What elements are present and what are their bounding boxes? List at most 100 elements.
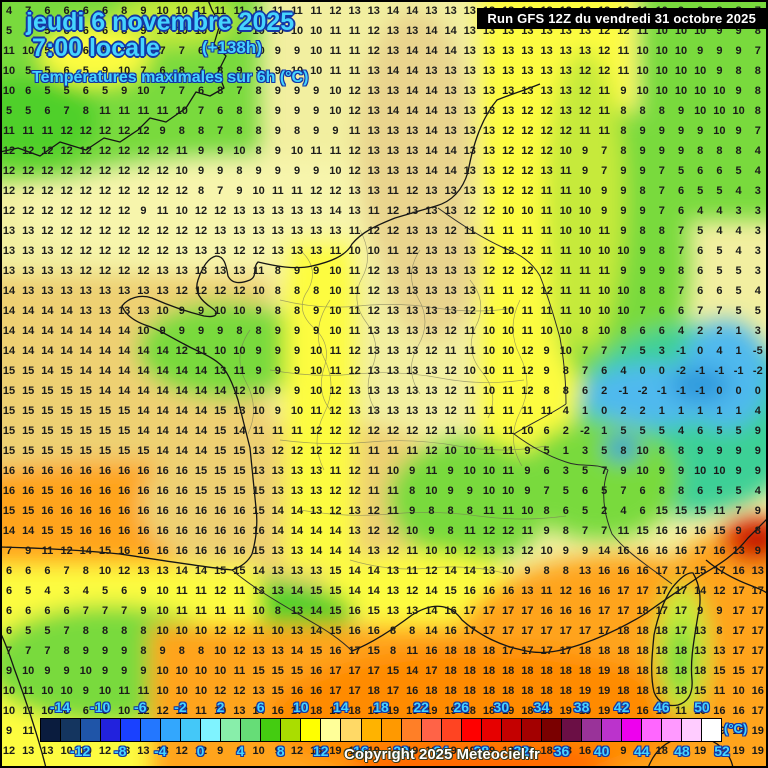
grid-value: 7 [601,165,607,177]
grid-value: 13 [214,365,226,377]
grid-value: 14 [195,365,208,377]
grid-value: 5 [697,185,703,197]
grid-value: 6 [697,245,703,257]
grid-value: 13 [425,265,437,277]
grid-value: 11 [483,225,495,237]
grid-value: 12 [310,185,322,197]
grid-value: 11 [272,185,284,197]
grid-value: 16 [99,505,111,517]
grid-value: 10 [636,45,648,57]
grid-value: 11 [406,445,418,457]
grid-value: 13 [540,65,552,77]
grid-value: 13 [291,605,303,617]
grid-value: 16 [233,525,245,537]
grid-value: 13 [444,285,456,297]
grid-value: 6 [198,85,204,97]
grid-value: 13 [214,245,226,257]
grid-value: 13 [368,325,380,337]
grid-value: 10 [156,685,168,697]
grid-value: 15 [310,645,322,657]
grid-value: 7 [25,645,31,657]
grid-value: 13 [348,505,360,517]
grid-value: 13 [483,185,495,197]
grid-value: 14 [176,445,189,457]
grid-value: 9 [275,365,281,377]
grid-value: 9 [275,345,281,357]
grid-value: 11 [560,285,572,297]
grid-value: 16 [252,525,264,537]
grid-value: 13 [540,45,552,57]
grid-value: 13 [387,385,399,397]
grid-value: 19 [387,705,399,717]
grid-value: 16 [195,545,207,557]
grid-value: 6 [25,565,31,577]
grid-value: 13 [214,265,226,277]
grid-value: 10 [579,225,591,237]
grid-value: 9 [121,665,127,677]
grid-value: 11 [138,105,150,117]
grid-value: 12 [368,265,380,277]
grid-value: 13 [560,65,572,77]
grid-value: 4 [755,285,762,297]
grid-value: 8 [544,505,550,517]
grid-value: 16 [713,705,725,717]
grid-value: 11 [330,25,342,37]
grid-value: 10 [521,505,533,517]
grid-value: 13 [387,85,399,97]
grid-value: 4 [755,405,762,417]
grid-value: 9 [140,605,146,617]
colorbar-label: 24 [433,743,449,759]
grid-value: 9 [524,465,530,477]
grid-value: 13 [425,185,437,197]
colorbar-cell [201,719,222,741]
grid-value: 19 [444,745,456,757]
grid-value: 16 [156,465,168,477]
grid-value: 9 [620,185,626,197]
grid-value: 9 [236,745,242,757]
grid-value: 11 [406,565,418,577]
grid-value: 8 [678,265,684,277]
grid-value: 12 [137,705,149,717]
grid-value: 7 [64,565,70,577]
grid-value: 10 [252,25,264,37]
grid-value: 13 [406,305,418,317]
grid-value: 13 [483,65,495,77]
grid-value: 13 [425,245,437,257]
grid-value: 13 [252,685,264,697]
grid-value: 12 [329,505,341,517]
grid-value: 8 [236,125,242,137]
grid-value: 12 [99,125,111,137]
grid-value: 8 [544,385,550,397]
grid-value: 9 [275,325,281,337]
grid-value: 5 [755,305,761,317]
grid-value: 11 [387,245,399,257]
grid-value: 13 [579,565,591,577]
grid-value: 16 [483,585,495,597]
grid-value: 11 [445,345,457,357]
grid-value: 4 [678,425,685,437]
grid-value: 8 [64,645,70,657]
grid-value: 13 [80,305,92,317]
grid-value: 11 [502,405,514,417]
colorbar-label: 32 [513,743,530,759]
grid-value: 12 [348,345,360,357]
grid-value: 16 [444,605,456,617]
grid-value: 9 [313,165,319,177]
grid-value: 8 [755,525,761,537]
copyright: Copyright 2025 Meteociel.fr [344,746,540,763]
grid-value: 4 [736,245,743,257]
grid-value: 11 [349,225,361,237]
grid-value: 14 [99,325,112,337]
grid-value: 13 [387,125,399,137]
grid-value: 8 [563,385,569,397]
grid-value: 13 [60,265,72,277]
grid-value: 13 [291,245,303,257]
colorbar-cell [221,719,242,741]
grid-value: 14 [137,405,150,417]
grid-value: 15 [233,485,245,497]
grid-value: 4 [755,485,762,497]
grid-value: 13 [156,265,168,277]
grid-value: 10 [3,85,15,97]
grid-value: 16 [713,545,725,557]
grid-value: 7 [160,85,166,97]
